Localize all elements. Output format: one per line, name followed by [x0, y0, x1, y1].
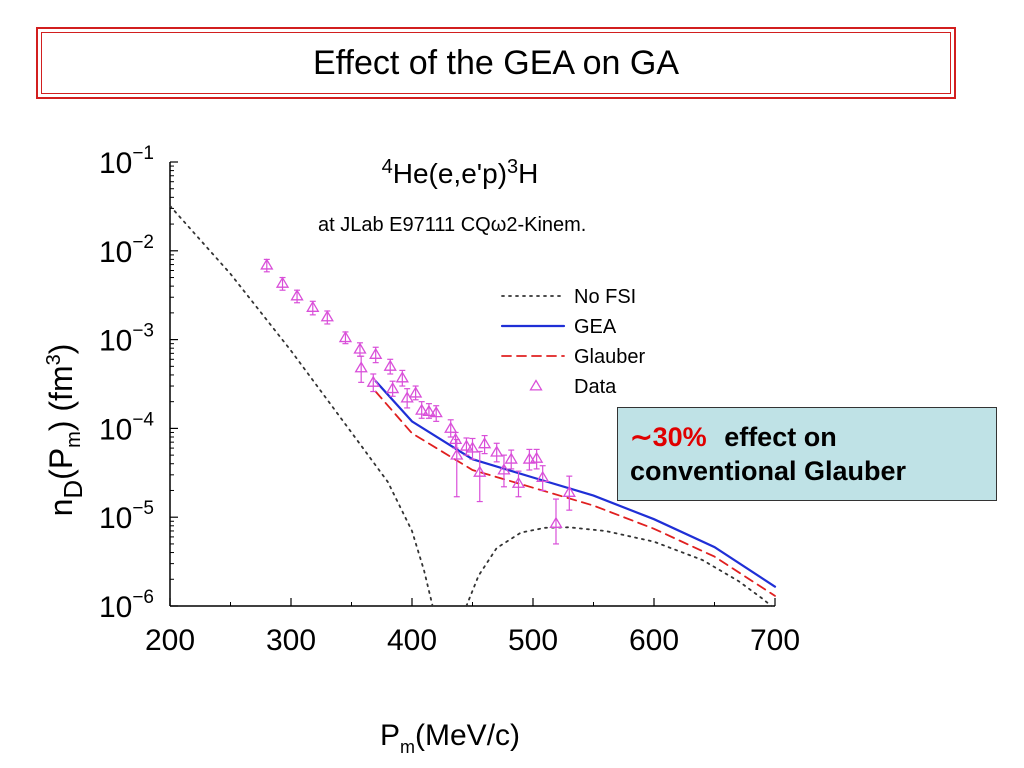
data-point: [450, 448, 464, 460]
y-axis-label-unit-sup: 3: [43, 354, 65, 365]
data-point: [562, 485, 576, 497]
chart-title-residual-mass: 3: [507, 156, 518, 178]
chart-title: 4He(e,e'p)3H: [382, 156, 539, 189]
data-point: [448, 432, 463, 444]
x-tick-label: 200: [145, 624, 195, 657]
x-axis-label-rest: (MeV/c): [415, 719, 520, 752]
y-axis-label-n: n: [43, 499, 79, 517]
data-point: [354, 361, 368, 373]
legend-data-label: Data: [574, 376, 617, 398]
y-tick-exponent: −5: [132, 498, 154, 519]
data-point: [338, 330, 353, 343]
chart-subtitle: at JLab E97111 CQω2-Kinem.: [318, 214, 586, 236]
y-tick-base: 10: [99, 236, 132, 269]
data-point: [504, 452, 518, 464]
data-point: [477, 437, 492, 449]
chart-title-residual: H: [518, 158, 538, 189]
data-point: [459, 439, 474, 451]
slide-title-text: Effect of the GEA on GA: [312, 43, 680, 82]
data-point: [369, 347, 383, 359]
series-gea-line: [374, 380, 777, 588]
y-tick-base: 10: [99, 591, 132, 624]
series-no-fsi-line: [169, 204, 434, 607]
y-tick-base: 10: [99, 502, 132, 535]
data-point: [497, 463, 511, 475]
y-tick-exponent: −6: [132, 587, 154, 608]
data-point: [260, 258, 274, 270]
y-tick-label: 10−2: [99, 232, 154, 269]
data-point: [290, 289, 304, 301]
data-point: [386, 381, 400, 394]
y-tick-label: 10−4: [99, 409, 154, 446]
x-tick-label: 600: [629, 624, 679, 657]
data-point: [422, 404, 436, 416]
data-point: [306, 300, 320, 312]
callout-text-1: effect on: [724, 422, 837, 452]
series-no-fsi-line: [465, 526, 773, 607]
data-point: [444, 421, 458, 433]
slide-title: Effect of the GEA on GA: [36, 27, 956, 99]
y-axis-label-unit: ) (fm: [43, 365, 79, 431]
y-axis-label-n-sub: D: [58, 480, 88, 499]
legend-gea-label: GEA: [574, 316, 617, 338]
y-tick-label: 10−1: [99, 143, 154, 180]
y-axis-label-p-sub: m: [63, 431, 85, 448]
y-axis-label: nD(Pm) (fm3): [43, 344, 88, 517]
y-axis-label-p: (P: [43, 448, 79, 480]
data-point: [536, 470, 550, 482]
callout-text-2: conventional Glauber: [630, 456, 907, 486]
x-tick-label: 400: [387, 624, 437, 657]
data-point: [473, 465, 487, 477]
chart-ticks: 200 300 400 500 600 70010−110−210−310−410−510…: [99, 143, 800, 657]
x-tick-label: 300: [266, 624, 316, 657]
data-point: [353, 342, 367, 354]
chart-legend: No FSI GEA Glauber Data: [500, 286, 645, 398]
chart-title-reaction: He(e,e'p): [393, 158, 507, 189]
data-point: [465, 441, 480, 453]
y-tick-base: 10: [99, 413, 132, 446]
y-axis-label-close: ): [43, 344, 79, 355]
data-point: [383, 359, 397, 371]
y-tick-exponent: −2: [132, 232, 154, 253]
data-point: [320, 310, 334, 322]
data-point: [429, 405, 443, 418]
data-point: [395, 371, 409, 383]
y-tick-label: 10−3: [99, 321, 154, 358]
data-point: [415, 403, 429, 415]
chart-series: [169, 204, 777, 607]
callout-line-1: ∼30% effect on: [630, 420, 986, 454]
legend-no-fsi-label: No FSI: [574, 286, 636, 308]
chart-title-mass: 4: [382, 156, 393, 178]
y-tick-exponent: −3: [132, 321, 154, 342]
data-point: [529, 451, 544, 463]
series-glauber-line: [374, 390, 776, 597]
callout-highlight: ∼30%: [630, 422, 707, 452]
y-tick-base: 10: [99, 147, 132, 180]
data-point: [522, 452, 537, 464]
x-axis-label-sub: m: [400, 737, 415, 757]
data-point: [490, 445, 504, 457]
y-tick-exponent: −1: [132, 143, 154, 164]
x-axis-label-main: P: [380, 719, 400, 752]
data-point: [366, 375, 380, 387]
data-point: [549, 516, 563, 528]
data-point: [511, 476, 526, 488]
x-tick-label: 700: [750, 624, 800, 657]
x-tick-label: 500: [508, 624, 558, 657]
y-tick-exponent: −4: [132, 409, 154, 430]
y-tick-base: 10: [99, 325, 132, 358]
y-tick-label: 10−5: [99, 498, 154, 535]
data-point: [275, 276, 290, 288]
data-point: [408, 386, 423, 398]
legend-data-swatch: [529, 379, 543, 391]
y-tick-label: 10−6: [99, 587, 154, 624]
legend-glauber-label: Glauber: [574, 346, 645, 368]
x-axis-label: Pm(MeV/c): [380, 719, 520, 757]
callout-box: ∼30% effect on conventional Glauber: [617, 407, 997, 501]
